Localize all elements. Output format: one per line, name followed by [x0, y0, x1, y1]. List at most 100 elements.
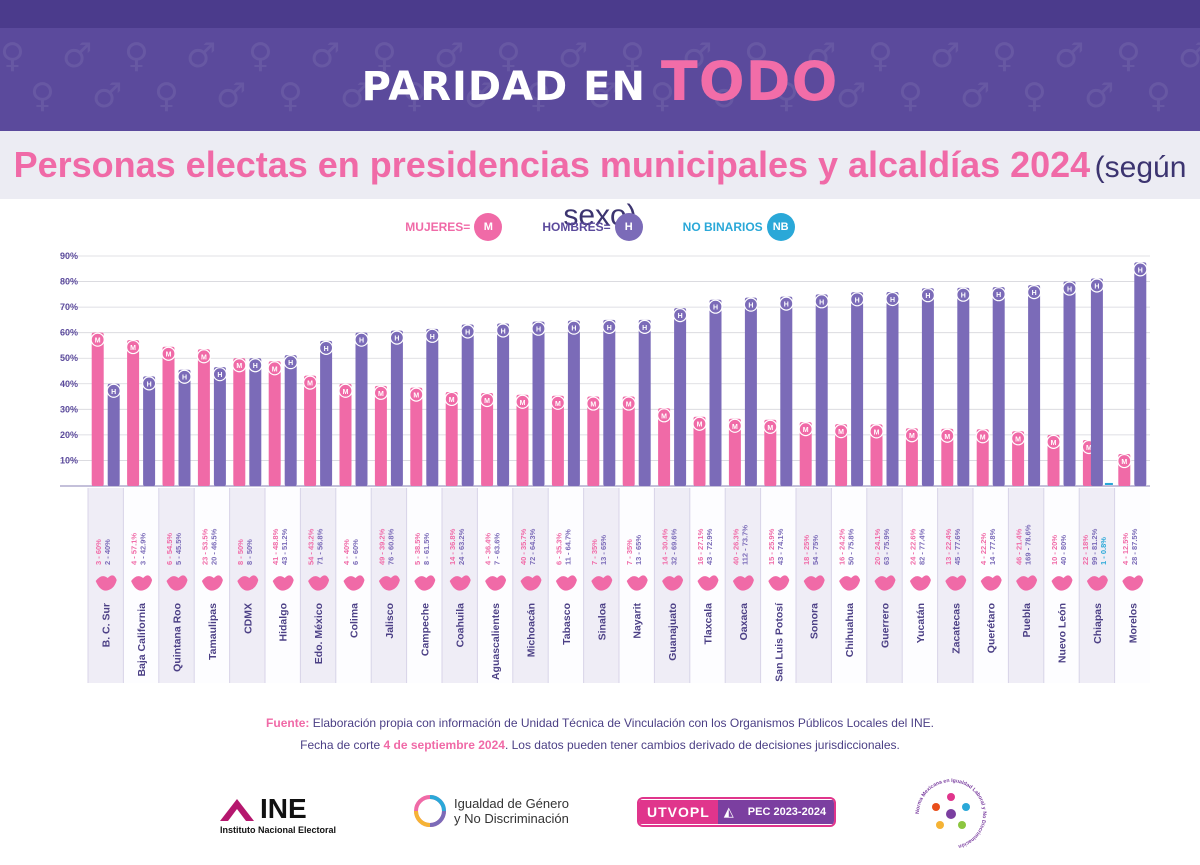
men-badge-letter: H [501, 328, 506, 335]
pec-label: ◭ PEC 2023-2024 [717, 800, 835, 824]
state-map-icon [95, 575, 117, 591]
women-badge-letter: M [236, 363, 242, 370]
state-map-icon [131, 575, 153, 591]
men-badge-icon [106, 383, 121, 398]
women-bar [976, 429, 989, 486]
men-badge-letter: H [925, 293, 930, 300]
women-badge-icon [515, 394, 530, 409]
gender-symbol-icon: ♀ [868, 36, 893, 76]
men-bar [497, 323, 510, 486]
value-label: 4 - 12.5% [1121, 533, 1130, 565]
men-badge-icon [814, 294, 829, 309]
men-badge-icon [672, 308, 688, 323]
men-badge-icon [743, 297, 759, 312]
state-name-label: Sinaloa [596, 603, 608, 641]
value-label: 13 - 22.4% [944, 528, 953, 565]
men-badge-icon [1089, 278, 1105, 293]
men-badge-icon [177, 369, 192, 384]
men-badge-icon [956, 287, 971, 302]
women-badge-letter: M [732, 424, 738, 431]
men-bar [320, 340, 333, 486]
state-name-label: Baja California [136, 603, 148, 677]
state-name-label: Tamaulipas [207, 603, 219, 660]
women-badge-icon [1117, 453, 1132, 469]
value-label: 8 - 50% [245, 539, 254, 565]
men-bar [213, 367, 226, 486]
date-suffix: . Los datos pueden tener cambios derivad… [504, 738, 900, 752]
state-map-icon [1086, 575, 1108, 591]
gender-symbol-icon: ♂ [806, 36, 837, 76]
value-label: 169 - 78.6% [1024, 524, 1033, 565]
women-badge-letter: M [272, 366, 278, 373]
women-bar [1012, 431, 1025, 486]
men-bar [851, 292, 864, 486]
women-badge-icon [550, 395, 566, 410]
men-badge-letter: H [430, 334, 435, 341]
state-map-icon [520, 575, 542, 591]
state-name-label: Nayarit [632, 603, 644, 639]
men-badge-letter: H [359, 338, 364, 345]
state-map-icon [343, 575, 365, 591]
men-badge-letter: H [465, 329, 470, 336]
women-bar [162, 346, 175, 486]
bar-chart: 10% 20% 30% 40% 50% 60% 70% 80% 90% M H 3 - 60% 2 - … [60, 251, 1150, 683]
source-text: Elaboración propia con información de Un… [309, 716, 934, 730]
women-badge-icon [444, 391, 459, 407]
legend-nb: NO BINARIOS NB [683, 213, 795, 241]
brand-prefix: PARIDAD EN [361, 64, 661, 110]
value-label: 16 - 27.1% [696, 528, 705, 565]
state-name-label: Guanajuato [667, 603, 679, 661]
value-label: 13 - 65% [634, 535, 643, 565]
gender-symbol-icon: ♂ [588, 76, 619, 116]
value-label: 2 - 40% [103, 539, 112, 565]
gender-symbol-icon: ♀ [1022, 76, 1047, 116]
gender-symbol-icon: ♀ [248, 36, 273, 76]
state-map-icon [414, 575, 436, 591]
state-map-icon [1122, 575, 1144, 591]
men-bar [107, 383, 120, 486]
state-map-icon [591, 575, 613, 591]
men-badge-icon [531, 321, 546, 336]
state-name-label: B. C. Sur [101, 603, 113, 647]
men-badge-letter: H [784, 302, 789, 309]
brand-accent: TODO [660, 50, 839, 113]
value-label: 5 - 45.5% [174, 533, 183, 565]
men-bar [674, 308, 687, 486]
men-badge-letter: H [1067, 287, 1072, 294]
state-map-icon [697, 575, 719, 591]
women-badge-icon [940, 428, 955, 443]
header-strip [0, 0, 1200, 28]
gender-symbol-icon: ♂ [836, 76, 867, 116]
state-name-label: Morelos [1127, 603, 1139, 643]
men-badge-letter: H [855, 297, 860, 304]
men-badge-icon [319, 340, 334, 355]
gender-symbol-icon: ♀ [30, 76, 55, 116]
value-label: 4 - 40% [342, 539, 351, 565]
men-badge-letter: H [607, 325, 612, 332]
women-bar [304, 375, 317, 486]
gender-symbol-icon: ♀ [898, 76, 923, 116]
men-bar [780, 296, 793, 486]
men-bar [567, 320, 580, 486]
women-bar [516, 394, 529, 486]
women-badge-icon [586, 396, 601, 411]
state-name-label: Yucatán [915, 603, 927, 643]
utvopl-label: UTVOPL [639, 800, 718, 824]
men-badge-icon [849, 292, 865, 307]
state-map-icon [272, 575, 294, 591]
women-badge-icon [267, 361, 282, 376]
header-band: ♀♂♀♂♀♂♀♂♀♂♀♂♀♂♀♂♀♂♀♂♀♂♀♂♀♂♀♂♀♂♀♂♀♂♀♂♀♂♀♂… [0, 0, 1200, 131]
gender-symbol-icon: ♀ [124, 36, 149, 76]
y-tick-label: 50% [60, 353, 78, 363]
gender-symbol-icon: ♀ [278, 76, 303, 116]
state-map-icon [626, 575, 648, 591]
gender-symbol-icon: ♂ [464, 76, 495, 116]
women-bar [764, 419, 777, 486]
men-bar [1028, 285, 1041, 486]
men-badge-letter: H [217, 372, 222, 379]
women-bar [622, 396, 635, 486]
title-band: Personas electas en presidencias municip… [0, 131, 1200, 232]
women-badge-icon [621, 396, 636, 411]
gender-symbol-icon: ♀ [154, 76, 179, 116]
men-badge-letter: H [571, 326, 576, 333]
